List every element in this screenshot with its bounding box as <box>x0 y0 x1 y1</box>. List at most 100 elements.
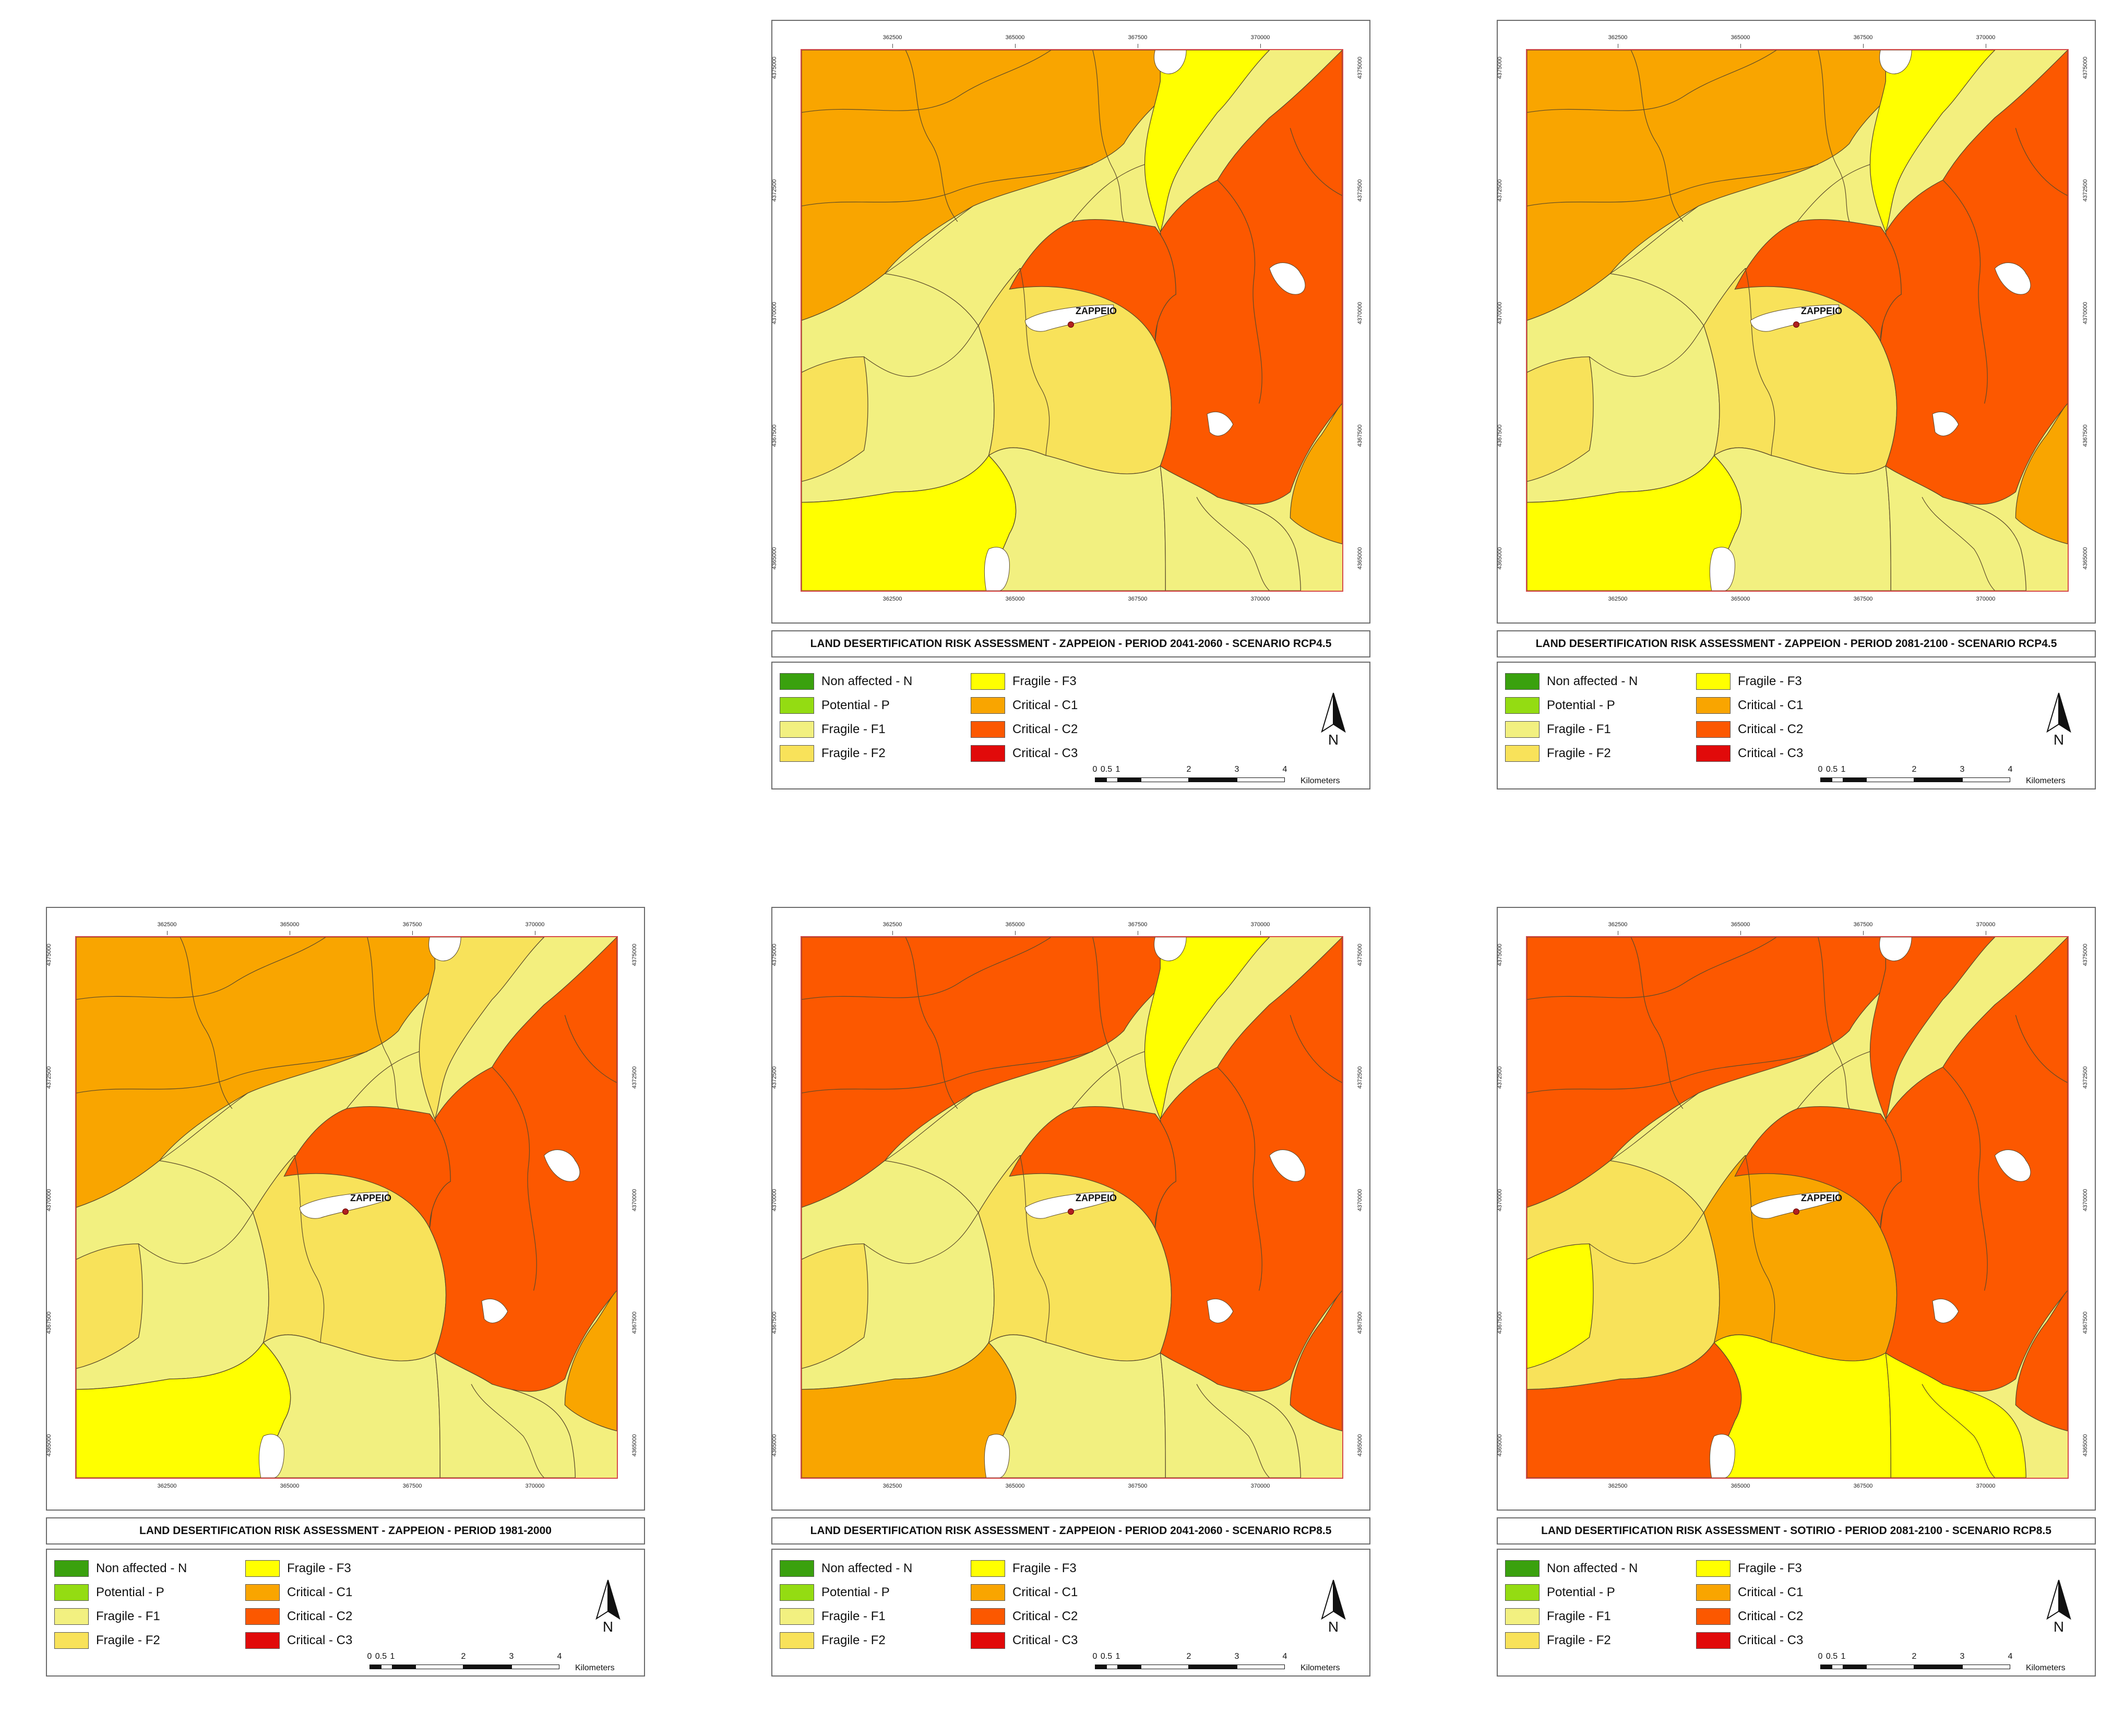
legend-item: Non affected - N <box>1505 672 1638 691</box>
legend-swatch <box>1696 1632 1731 1649</box>
x-tick-label: 370000 <box>1250 596 1270 602</box>
subbasin-boundary <box>905 937 958 1109</box>
legend-swatch <box>1696 1584 1731 1601</box>
no-data-area <box>543 1150 580 1182</box>
scale-unit: Kilometers <box>575 1663 615 1672</box>
scale-label: 3 <box>1234 1652 1239 1661</box>
subbasin-boundary <box>905 50 958 222</box>
x-tick-label: 370000 <box>1250 1483 1270 1489</box>
legend-swatch <box>1505 1584 1540 1601</box>
x-tick-label: 367500 <box>1128 34 1148 41</box>
x-tick-label: 365000 <box>1731 921 1750 928</box>
risk-zone-e <box>1154 937 1342 1392</box>
legend-item: Non affected - N <box>1505 1559 1638 1578</box>
north-arrow: N <box>592 1579 624 1636</box>
scale-segment <box>1237 777 1285 782</box>
scale-bar: 0 0.5 1 2 3 4 Kilometers <box>1818 765 2092 786</box>
no-data-area <box>1932 1299 1959 1323</box>
y-tick-label: 4365000 <box>46 1434 52 1457</box>
legend-label: Fragile - F3 <box>1738 1561 1802 1575</box>
x-tick-label: 367500 <box>1128 1483 1148 1489</box>
scale-label: 3 <box>509 1652 514 1661</box>
scale-label: 3 <box>1960 1652 1965 1661</box>
legend-item: Fragile - F3 <box>971 672 1077 691</box>
town-label: ZAPPEIO <box>1801 1193 1843 1203</box>
scale-label: 2 <box>1186 765 1191 774</box>
x-tick-label: 367500 <box>402 1483 422 1489</box>
no-data-area <box>1709 1434 1735 1478</box>
legend-swatch <box>971 1584 1005 1601</box>
legend-swatch <box>245 1584 280 1601</box>
risk-map-svg <box>1527 50 2068 591</box>
y-tick-label: 4367500 <box>1497 1311 1503 1334</box>
no-data-area <box>1024 304 1114 332</box>
y-tick-label: 4370000 <box>631 1189 638 1212</box>
legend-item: Critical - C3 <box>245 1631 352 1650</box>
risk-zone-e <box>1880 937 2068 1392</box>
legend-label: Critical - C1 <box>1738 1585 1804 1599</box>
map-frame: 362500 362500 365000 365000 367500 367500 3700… <box>771 907 1370 1511</box>
legend-item: Fragile - F1 <box>1505 720 1611 739</box>
x-tick-label: 365000 <box>1005 1483 1025 1489</box>
subbasin-boundary <box>1797 1051 1870 1109</box>
scale-label: 0.5 <box>1100 1652 1113 1661</box>
subbasin-boundary <box>1092 50 1125 222</box>
legend-label: Non affected - N <box>821 674 913 688</box>
scale-unit: Kilometers <box>2026 776 2066 785</box>
legend-item: Non affected - N <box>780 1559 912 1578</box>
legend-label: Critical - C2 <box>1738 722 1804 736</box>
y-tick-label: 4372500 <box>1497 179 1503 202</box>
y-tick-label: 4372500 <box>771 179 778 202</box>
risk-map-svg <box>1527 937 2068 1478</box>
legend-label: Critical - C2 <box>1738 1609 1804 1623</box>
legend-item: Critical - C1 <box>1696 1583 1803 1602</box>
no-data-area <box>299 1191 389 1219</box>
no-data-area <box>1994 1150 2031 1182</box>
scale-label: 4 <box>557 1652 562 1661</box>
y-tick-label: 4367500 <box>771 424 778 447</box>
y-tick-label: 4370000 <box>2082 1189 2089 1212</box>
y-tick-label: 4367500 <box>2082 424 2089 447</box>
y-tick-label: 4372500 <box>2082 179 2089 202</box>
legend-label: Fragile - F3 <box>287 1561 351 1575</box>
legend-swatch <box>245 1608 280 1625</box>
x-tick-label: 365000 <box>280 1483 300 1489</box>
north-label: N <box>2053 1619 2065 1635</box>
y-tick-label: 4372500 <box>46 1066 52 1089</box>
map-title: LAND DESERTIFICATION RISK ASSESSMENT - Z… <box>810 1525 1332 1537</box>
town-label: ZAPPEIO <box>350 1193 392 1203</box>
legend: Non affected - N Potential - P Fragile - F… <box>46 1549 645 1677</box>
subbasin-boundary <box>1527 50 1777 113</box>
y-tick-label: 4372500 <box>771 1066 778 1089</box>
subbasin-boundary <box>1922 1384 1995 1478</box>
legend-label: Critical - C2 <box>287 1609 353 1623</box>
x-tick-label: 362500 <box>157 921 177 928</box>
x-tick-label: 367500 <box>1128 596 1148 602</box>
subbasin-boundary <box>1610 206 1699 274</box>
subbasin-boundary <box>1196 1384 1270 1478</box>
legend-label: Critical - C3 <box>1738 1633 1804 1647</box>
legend-swatch <box>971 1560 1005 1577</box>
no-data-area <box>1879 50 1912 75</box>
risk-zone-center-band <box>1734 219 1902 342</box>
north-label: N <box>2053 732 2065 748</box>
legend-swatch <box>780 1560 814 1577</box>
risk-zone-n-strip <box>1144 937 1270 1120</box>
scale-segment <box>1866 777 1914 782</box>
x-tick-label: 367500 <box>1853 1483 1873 1489</box>
scale-label: 0.5 <box>1100 765 1113 774</box>
scale-label: 4 <box>1282 765 1287 774</box>
risk-zone-w-strip <box>76 1243 143 1369</box>
legend-label: Non affected - N <box>821 1561 913 1575</box>
north-arrow: N <box>1318 1579 1349 1636</box>
legend-label: Non affected - N <box>96 1561 187 1575</box>
scale-segment <box>511 1665 559 1669</box>
scale-segment <box>1106 1665 1118 1669</box>
map-frame: 362500 362500 365000 365000 367500 367500 3700… <box>46 907 645 1511</box>
no-data-area <box>984 1434 1010 1478</box>
town-marker <box>1793 1208 1799 1215</box>
subbasin-boundary <box>471 1384 544 1478</box>
scale-unit: Kilometers <box>1300 1663 1340 1672</box>
legend-label: Critical - C3 <box>1012 1633 1078 1647</box>
legend-item: Fragile - F2 <box>780 1631 886 1650</box>
